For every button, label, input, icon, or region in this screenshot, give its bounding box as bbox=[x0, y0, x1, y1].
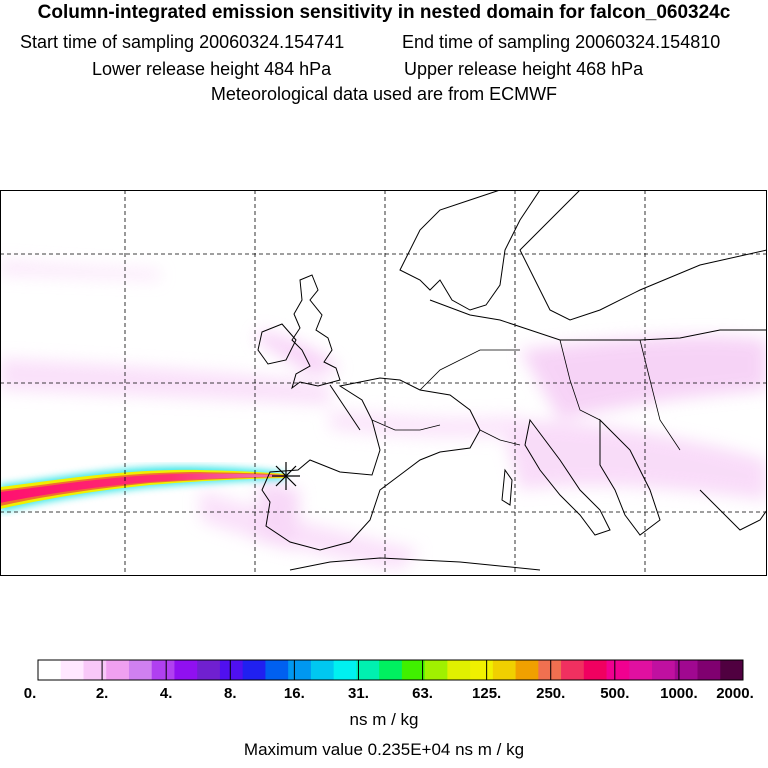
colorbar-cell bbox=[401, 660, 426, 680]
colorbar-ticks: 0. 2. 4. 8. 16. 31. 63. 125. 250. 500. 1000. 2000. bbox=[24, 660, 754, 702]
lower-release-label: Lower release height 484 hPa bbox=[92, 59, 332, 79]
colorbar-cell bbox=[674, 660, 699, 680]
colorbar-cells bbox=[37, 659, 744, 681]
end-time-label: End time of sampling 20060324.154810 bbox=[402, 32, 721, 52]
colorbar-cell bbox=[470, 660, 494, 680]
colorbar-cell bbox=[38, 660, 62, 680]
colorbar-cell bbox=[492, 660, 517, 680]
colorbar-cell bbox=[697, 660, 721, 680]
colorbar-cell bbox=[151, 660, 175, 680]
colorbar-tick-label: 63. bbox=[412, 685, 433, 702]
start-time-label: Start time of sampling 20060324.154741 bbox=[20, 32, 345, 52]
map-title: Column-integrated emission sensitivity i… bbox=[37, 2, 731, 23]
colorbar: 0. 2. 4. 8. 16. 31. 63. 125. 250. 500. 1000. 2000. bbox=[24, 659, 754, 702]
colorbar-cell bbox=[174, 660, 198, 680]
colorbar-tick-label: 1000. bbox=[660, 685, 698, 702]
lat-lon-grid bbox=[0, 190, 767, 576]
colorbar-tick-label: 16. bbox=[284, 685, 305, 702]
colorbar-cell bbox=[538, 660, 562, 680]
low-sensitivity-shading bbox=[0, 260, 767, 570]
colorbar-cell bbox=[629, 660, 653, 680]
colorbar-cell bbox=[720, 660, 744, 680]
map-frame bbox=[0, 190, 767, 576]
high-sensitivity-plume bbox=[0, 466, 285, 512]
colorbar-cell bbox=[515, 660, 539, 680]
release-point-marker bbox=[272, 462, 300, 490]
colorbar-tick-label: 125. bbox=[472, 685, 501, 702]
colorbar-cell bbox=[60, 660, 84, 680]
colorbar-cell bbox=[356, 660, 380, 680]
colorbar-cell bbox=[652, 660, 676, 680]
colorbar-tick-label: 250. bbox=[536, 685, 565, 702]
emission-sensitivity-map bbox=[0, 190, 767, 576]
colorbar-tick-label: 500. bbox=[600, 685, 629, 702]
upper-release-label: Upper release height 468 hPa bbox=[404, 59, 644, 79]
colorbar-tick-label: 2. bbox=[96, 685, 109, 702]
colorbar-cell bbox=[219, 660, 244, 680]
colorbar-cell bbox=[83, 660, 107, 680]
colorbar-cell bbox=[128, 660, 153, 680]
colorbar-cell bbox=[310, 660, 335, 680]
colorbar-cell bbox=[242, 660, 266, 680]
colorbar-cell bbox=[561, 660, 585, 680]
colorbar-tick-label: 2000. bbox=[716, 685, 754, 702]
colorbar-cell bbox=[333, 660, 357, 680]
colorbar-cell bbox=[265, 660, 289, 680]
colorbar-cell bbox=[197, 660, 221, 680]
colorbar-tick-label: 31. bbox=[348, 685, 369, 702]
colorbar-unit: ns m / kg bbox=[349, 710, 419, 729]
colorbar-tick-label: 8. bbox=[224, 685, 237, 702]
colorbar-cell bbox=[424, 660, 448, 680]
colorbar-cell bbox=[583, 660, 608, 680]
colorbar-tick-label: 4. bbox=[160, 685, 173, 702]
colorbar-cell bbox=[606, 660, 630, 680]
colorbar-tick-label: 0. bbox=[24, 685, 37, 702]
maximum-value-label: Maximum value 0.235E+04 ns m / kg bbox=[243, 740, 525, 759]
coastlines bbox=[257, 190, 767, 571]
met-data-label: Meteorological data used are from ECMWF bbox=[210, 84, 558, 104]
colorbar-cell bbox=[379, 660, 403, 680]
colorbar-cell bbox=[447, 660, 471, 680]
colorbar-cell bbox=[288, 660, 312, 680]
colorbar-cell bbox=[106, 660, 130, 680]
